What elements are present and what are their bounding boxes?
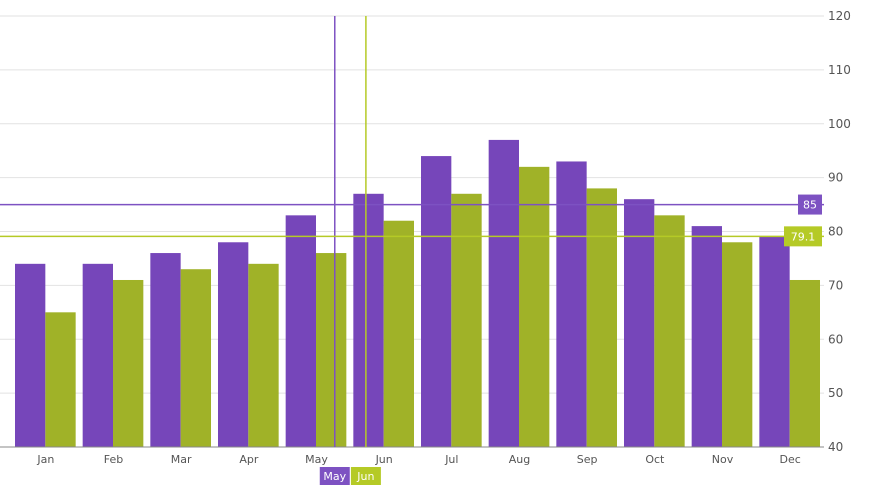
bar-dec-series2 bbox=[789, 279, 820, 447]
crosshair-value-badge bbox=[798, 194, 822, 215]
x-tick-label: Mar bbox=[171, 453, 192, 466]
bar-jun-series1 bbox=[353, 193, 384, 447]
bar-oct-series2 bbox=[654, 215, 685, 447]
bar-apr-series2 bbox=[248, 263, 279, 447]
y-tick-label: 110 bbox=[828, 63, 851, 77]
bar-oct-series1 bbox=[624, 199, 655, 447]
x-tick-label: Dec bbox=[780, 453, 801, 466]
bar-jun-series2 bbox=[383, 220, 414, 447]
bar-dec-series1 bbox=[759, 236, 790, 447]
crosshair-value-badge bbox=[784, 226, 822, 247]
x-tick-label: Jul bbox=[444, 453, 458, 466]
bar-may-series2 bbox=[316, 253, 347, 447]
bar-aug-series2 bbox=[519, 166, 550, 447]
x-tick-label: Jun bbox=[375, 453, 393, 466]
bar-nov-series2 bbox=[722, 242, 753, 447]
x-tick-label: Jan bbox=[36, 453, 54, 466]
x-tick-label: Aug bbox=[509, 453, 530, 466]
y-tick-label: 40 bbox=[828, 440, 843, 454]
bar-mar-series2 bbox=[180, 269, 211, 447]
x-tick-label: May bbox=[305, 453, 328, 466]
bar-jan-series1 bbox=[15, 263, 46, 447]
bar-nov-series1 bbox=[691, 226, 722, 447]
bar-aug-series1 bbox=[488, 139, 519, 447]
x-tick-label: Oct bbox=[645, 453, 665, 466]
bar-jul-series1 bbox=[421, 156, 452, 447]
crosshair-category-label: May bbox=[323, 470, 346, 483]
bar-jul-series2 bbox=[451, 193, 482, 447]
bar-feb-series2 bbox=[113, 279, 144, 447]
crosshair-category-label: Jun bbox=[356, 470, 374, 483]
x-tick-label: Nov bbox=[712, 453, 734, 466]
bar-sep-series2 bbox=[586, 188, 617, 447]
y-tick-label: 90 bbox=[828, 171, 843, 185]
x-tick-label: Feb bbox=[104, 453, 123, 466]
bar-mar-series1 bbox=[150, 253, 181, 447]
crosshair-value-label: 79.1 bbox=[791, 230, 816, 243]
crosshair-category-badge bbox=[319, 467, 350, 485]
y-tick-label: 120 bbox=[828, 9, 851, 23]
y-tick-label: 70 bbox=[828, 278, 843, 292]
x-tick-label: Sep bbox=[577, 453, 598, 466]
bar-sep-series1 bbox=[556, 161, 587, 447]
y-tick-label: 80 bbox=[828, 225, 843, 239]
y-tick-label: 60 bbox=[828, 332, 843, 346]
crosshair-value-label: 85 bbox=[803, 199, 817, 212]
bar-feb-series1 bbox=[82, 263, 113, 447]
bar-apr-series1 bbox=[218, 242, 249, 447]
x-tick-label: Apr bbox=[239, 453, 259, 466]
y-tick-label: 50 bbox=[828, 386, 843, 400]
bar-jan-series2 bbox=[45, 312, 76, 447]
bar-may-series1 bbox=[285, 215, 316, 447]
crosshair-category-badge bbox=[350, 467, 381, 485]
y-tick-label: 100 bbox=[828, 117, 851, 131]
